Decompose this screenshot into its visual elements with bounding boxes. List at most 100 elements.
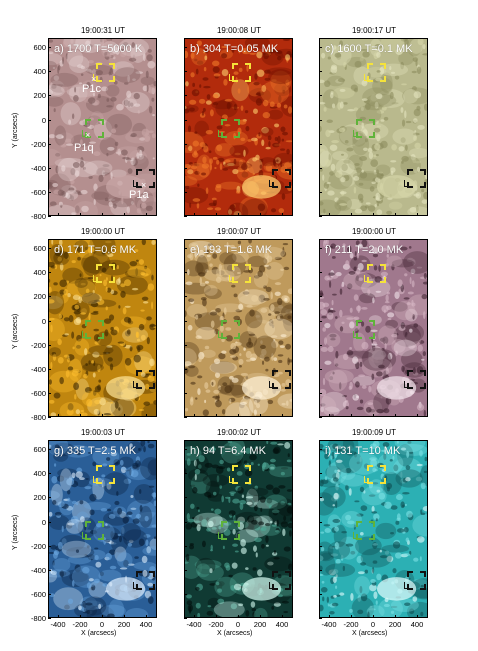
region-marker	[82, 331, 89, 338]
y-tick-mark	[48, 168, 51, 169]
y-axis-label: Y (arcsecs)	[12, 314, 19, 349]
x-tick-mark	[282, 615, 283, 618]
x-tick-mark	[58, 414, 59, 417]
x-tick-mark	[216, 414, 217, 417]
y-tick-mark	[184, 168, 187, 169]
y-tick-mark	[319, 95, 322, 96]
x-tick-mark	[417, 615, 418, 618]
annotation-p1a: P1a	[129, 189, 149, 201]
region-marker	[229, 74, 236, 81]
y-tick-mark	[184, 393, 187, 394]
y-tick-mark	[184, 272, 187, 273]
region-marker	[218, 331, 225, 338]
y-tick-mark	[319, 321, 322, 322]
y-tick-label: -200	[24, 341, 46, 350]
panel-time: 19:00:00 UT	[48, 227, 158, 236]
y-tick-mark	[48, 296, 51, 297]
y-tick-label: -600	[24, 188, 46, 197]
y-tick-mark	[319, 248, 322, 249]
x-tick-label: 400	[131, 620, 161, 629]
y-tick-mark	[319, 47, 322, 48]
cross-marker: ×	[141, 181, 146, 190]
x-tick-mark	[216, 615, 217, 618]
panel-label: a) 1700 T=5000 K	[54, 43, 142, 55]
y-tick-mark	[184, 120, 187, 121]
region-marker	[404, 180, 411, 187]
y-tick-mark	[319, 393, 322, 394]
region-marker	[218, 130, 225, 137]
y-tick-label: 600	[24, 445, 46, 454]
y-tick-label: -600	[24, 590, 46, 599]
cross-marker: ×	[85, 131, 90, 140]
y-tick-label: 200	[24, 493, 46, 502]
panel-time: 19:00:02 UT	[184, 428, 294, 437]
y-tick-label: 400	[24, 469, 46, 478]
y-tick-mark	[48, 345, 51, 346]
panel-label: h) 94 T=6.4 MK	[190, 445, 266, 457]
y-tick-mark	[184, 47, 187, 48]
region-marker	[269, 381, 276, 388]
panel-label: d) 171 T=0.6 MK	[54, 244, 136, 256]
x-tick-mark	[124, 414, 125, 417]
y-tick-label: 200	[24, 292, 46, 301]
y-tick-mark	[184, 144, 187, 145]
region-marker	[364, 476, 371, 483]
image-panel: f) 211 T=2.0 MK	[319, 239, 428, 417]
y-tick-label: 0	[24, 317, 46, 326]
region-marker	[93, 275, 100, 282]
y-tick-mark	[48, 321, 51, 322]
x-tick-mark	[351, 213, 352, 216]
y-tick-mark	[184, 192, 187, 193]
y-tick-label: 400	[24, 67, 46, 76]
y-tick-mark	[48, 497, 51, 498]
x-tick-mark	[395, 414, 396, 417]
x-tick-mark	[146, 414, 147, 417]
x-tick-mark	[282, 213, 283, 216]
x-axis-label: X (arcsecs)	[81, 630, 116, 637]
x-tick-mark	[329, 414, 330, 417]
y-tick-mark	[48, 546, 51, 547]
image-panel: i) 131 T=10 MK	[319, 440, 428, 618]
region-marker	[133, 381, 140, 388]
y-tick-mark	[48, 248, 51, 249]
y-tick-label: -400	[24, 164, 46, 173]
y-tick-mark	[48, 449, 51, 450]
y-tick-mark	[184, 546, 187, 547]
x-tick-mark	[260, 414, 261, 417]
x-tick-mark	[373, 615, 374, 618]
y-tick-mark	[48, 594, 51, 595]
region-marker	[229, 476, 236, 483]
y-tick-mark	[319, 71, 322, 72]
y-tick-mark	[184, 95, 187, 96]
y-axis-label: Y (arcsecs)	[12, 113, 19, 148]
y-tick-label: -600	[24, 389, 46, 398]
y-tick-mark	[48, 71, 51, 72]
y-tick-mark	[184, 216, 187, 217]
panel-time: 19:00:03 UT	[48, 428, 158, 437]
y-tick-mark	[48, 417, 51, 418]
x-tick-mark	[102, 414, 103, 417]
x-tick-mark	[58, 213, 59, 216]
x-tick-mark	[58, 615, 59, 618]
panel-time: 19:00:08 UT	[184, 26, 294, 35]
y-tick-mark	[48, 393, 51, 394]
y-tick-mark	[48, 473, 51, 474]
x-tick-mark	[238, 615, 239, 618]
y-tick-mark	[319, 369, 322, 370]
y-tick-label: 600	[24, 244, 46, 253]
y-tick-mark	[184, 71, 187, 72]
panel-label: c) 1600 T=0.1 MK	[325, 43, 413, 55]
y-tick-mark	[184, 345, 187, 346]
y-tick-mark	[48, 369, 51, 370]
y-tick-mark	[48, 120, 51, 121]
x-tick-mark	[124, 615, 125, 618]
y-tick-label: -800	[24, 413, 46, 422]
y-tick-mark	[184, 248, 187, 249]
x-tick-mark	[80, 615, 81, 618]
panel-label: b) 304 T=0.05 MK	[190, 43, 278, 55]
image-panel: e) 193 T=1.6 MK	[184, 239, 293, 417]
x-tick-label: 400	[267, 620, 297, 629]
x-tick-mark	[329, 615, 330, 618]
x-tick-mark	[80, 213, 81, 216]
y-tick-label: -200	[24, 542, 46, 551]
